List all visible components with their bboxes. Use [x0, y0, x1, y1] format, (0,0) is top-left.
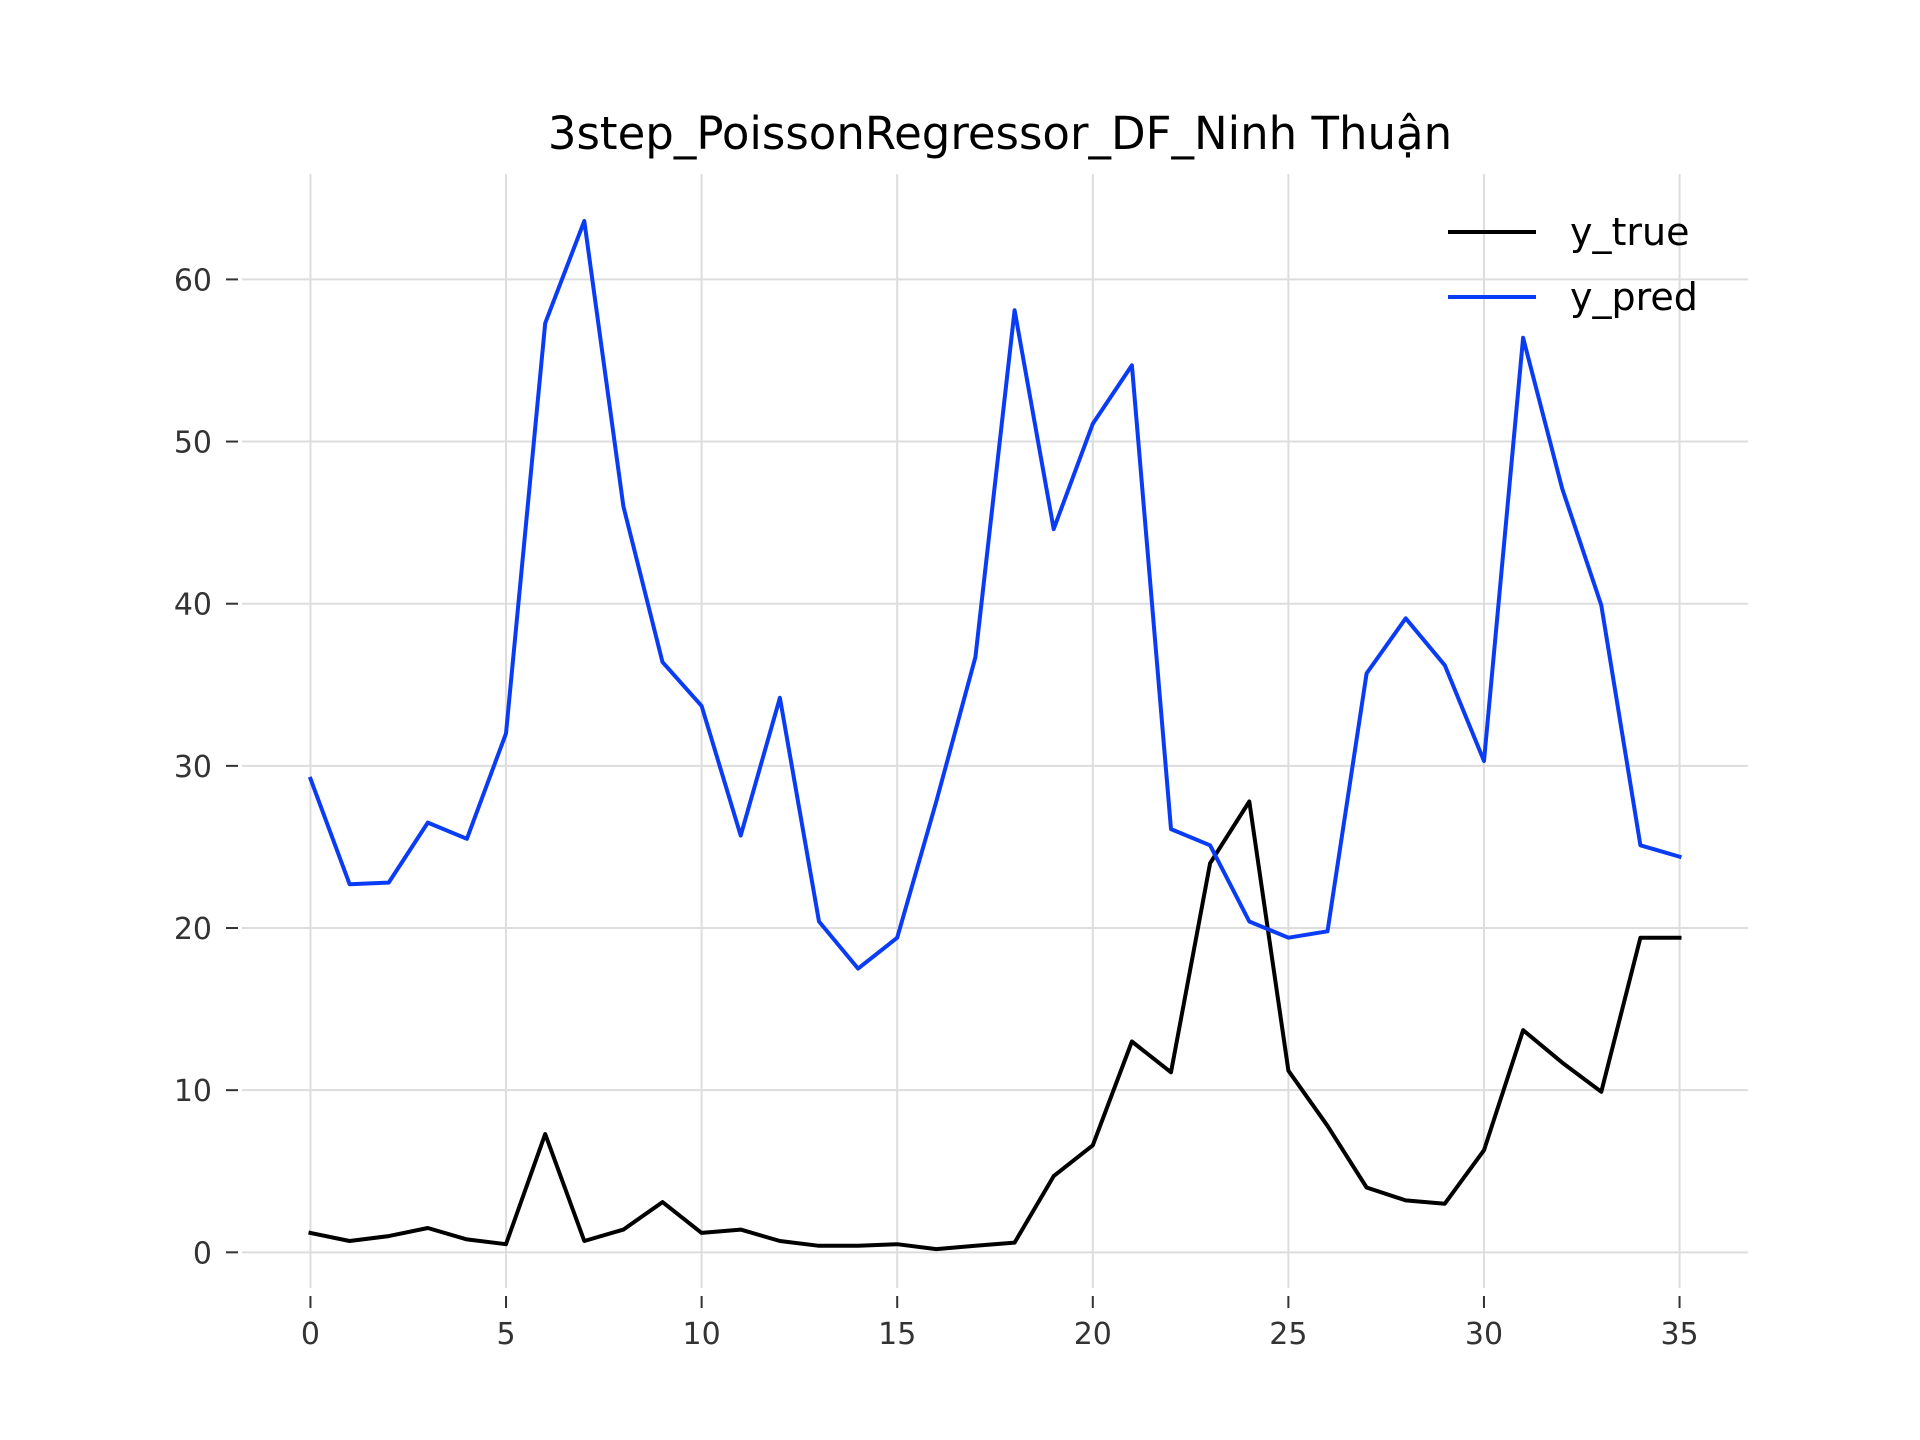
y-tick-label: 40 [174, 588, 212, 623]
x-tick-label: 15 [878, 1317, 916, 1352]
y-tick-label: 20 [174, 912, 212, 947]
legend-label-y-pred: y_pred [1570, 275, 1698, 319]
x-tick-label: 5 [496, 1317, 515, 1352]
chart-title: 3step_PoissonRegressor_DF_Ninh Thuận [548, 107, 1452, 160]
x-tick-label: 0 [301, 1317, 320, 1352]
y-tick-label: 10 [174, 1074, 212, 1109]
x-tick-label: 10 [683, 1317, 721, 1352]
x-tick-label: 30 [1465, 1317, 1503, 1352]
y-axis: 0 10 20 30 40 50 60 [174, 263, 238, 1271]
y-tick-label: 0 [193, 1236, 212, 1271]
series-line-y-true [308, 799, 1682, 1252]
series-group [307, 219, 1682, 1252]
y-tick-label: 50 [174, 426, 212, 461]
legend: y_true y_pred [1448, 210, 1698, 319]
x-tick-label: 25 [1269, 1317, 1307, 1352]
x-tick-label: 35 [1660, 1317, 1698, 1352]
legend-label-y-true: y_true [1570, 210, 1689, 254]
x-tick-label: 20 [1074, 1317, 1112, 1352]
y-tick-label: 60 [174, 263, 212, 298]
series-line-y-pred [307, 219, 1682, 971]
y-tick-label: 30 [174, 750, 212, 785]
x-axis: 0 5 10 15 20 25 30 35 [301, 1296, 1699, 1352]
